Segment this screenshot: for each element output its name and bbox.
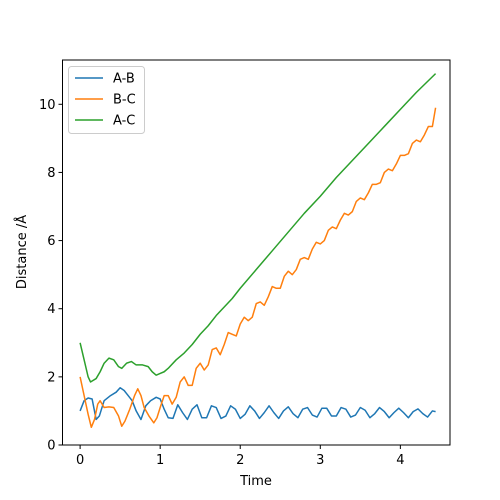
legend-label-a-c: A-C (113, 114, 135, 129)
x-tick-label: 4 (396, 453, 404, 468)
y-tick-label: 6 (47, 234, 55, 249)
y-tick-label: 2 (47, 370, 55, 385)
legend-label-b-c: B-C (113, 93, 136, 108)
plot-frame (62, 59, 451, 446)
series-line-b-c (79, 107, 437, 429)
y-tick-label: 4 (47, 302, 55, 317)
y-axis-label: Distance /Å (14, 215, 30, 289)
x-tick-label: 0 (76, 453, 84, 468)
legend: A-B B-C A-C (68, 66, 145, 134)
y-axis: 0 2 4 6 8 10 (39, 98, 63, 454)
x-axis-label: Time (239, 474, 272, 489)
x-tick-label: 2 (236, 453, 244, 468)
legend-items: A-B B-C A-C (75, 72, 136, 129)
x-axis: 0 1 2 3 4 (76, 445, 405, 468)
legend-label-a-b: A-B (113, 72, 135, 87)
y-tick-label: 10 (39, 98, 56, 113)
y-tick-label: 8 (47, 166, 55, 181)
y-tick-label: 0 (47, 439, 55, 454)
series-layer (79, 73, 437, 429)
x-tick-label: 1 (156, 453, 164, 468)
x-tick-label: 3 (316, 453, 324, 468)
series-line-a-c (79, 73, 437, 383)
series-line-a-b (79, 387, 436, 421)
legend-box (68, 66, 145, 134)
